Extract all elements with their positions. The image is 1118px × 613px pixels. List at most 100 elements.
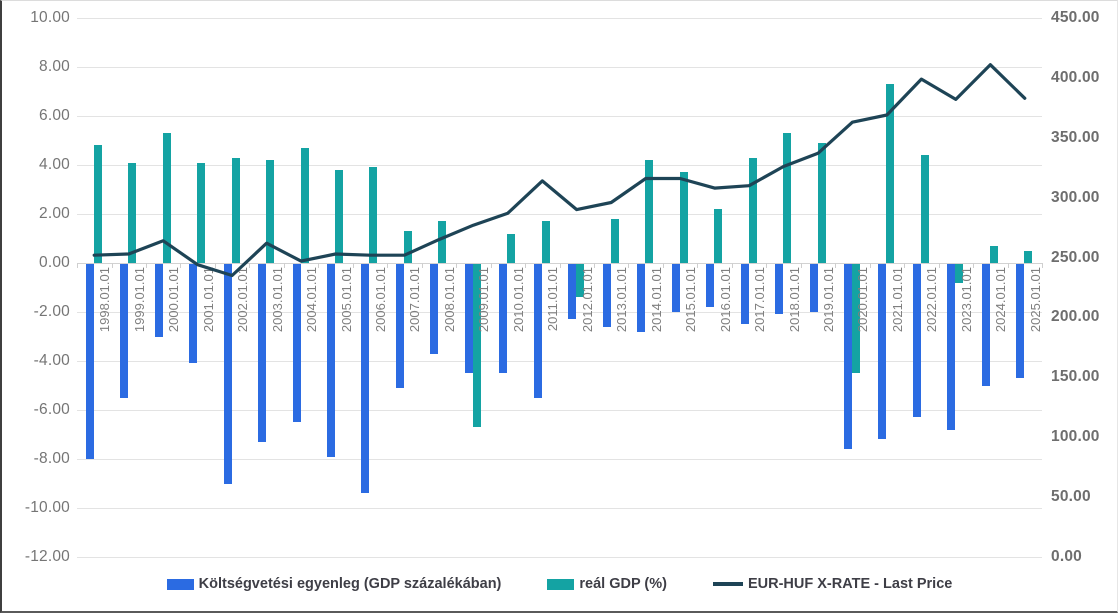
x-axis-label: 2012.01.01 [579, 267, 595, 333]
y-axis-label-left: -8.00 [33, 450, 70, 467]
bar-real-gdp [817, 142, 826, 263]
bar-budget-balance [706, 263, 715, 308]
gridline [77, 410, 1042, 411]
x-axis-tick [77, 263, 78, 268]
bar-real-gdp [507, 233, 516, 263]
x-axis-label: 2004.01.01 [304, 267, 319, 333]
bar-real-gdp [576, 263, 585, 298]
x-axis-label: 2021.01.01 [889, 267, 905, 333]
x-axis-label: 2010.01.01 [510, 267, 526, 333]
legend-item-real-gdp: reál GDP (%) [547, 576, 667, 592]
x-axis-label: 2017.01.01 [752, 267, 768, 333]
bar-real-gdp [266, 160, 275, 263]
x-axis-label: 2002.01.01 [235, 267, 251, 333]
bar-budget-balance [809, 263, 818, 312]
bar-real-gdp [403, 231, 412, 263]
y-axis-label-right: 450.00 [1051, 9, 1100, 26]
bar-budget-balance [189, 263, 198, 364]
x-axis-label: 2025.01.01 [1027, 267, 1043, 333]
bar-budget-balance [1016, 263, 1025, 379]
bar-real-gdp [369, 167, 378, 263]
x-axis-label: 2019.01.01 [821, 267, 836, 333]
x-axis-label: 2022.01.01 [924, 267, 940, 333]
x-axis-label: 2018.01.01 [786, 267, 802, 333]
bar-budget-balance [430, 263, 439, 354]
x-axis-label: 2001.01.01 [200, 267, 216, 333]
y-axis-label-left: -2.00 [33, 303, 70, 320]
bar-budget-balance [120, 263, 129, 398]
gridline [77, 312, 1042, 313]
bar-real-gdp [300, 147, 309, 263]
x-axis-label: 2003.01.01 [269, 267, 285, 333]
x-axis-label: 2011.01.01 [545, 267, 561, 332]
x-axis-label: 2023.01.01 [958, 267, 974, 333]
bar-real-gdp [1024, 250, 1033, 264]
x-axis-label: 2014.01.01 [648, 267, 664, 333]
bar-budget-balance [981, 263, 990, 386]
bar-real-gdp [541, 221, 550, 263]
bar-budget-balance [878, 263, 887, 440]
y-axis-label-left: 8.00 [39, 58, 70, 75]
bar-budget-balance [258, 263, 267, 442]
bar-budget-balance [602, 263, 611, 327]
gridline [77, 67, 1042, 68]
gridline [77, 18, 1042, 19]
y-axis-label-right: 50.00 [1051, 488, 1091, 506]
legend-label-real-gdp: reál GDP (%) [579, 576, 667, 592]
bar-budget-balance [327, 263, 335, 457]
gridline [77, 557, 1042, 558]
bar-budget-balance [843, 263, 852, 450]
bar-real-gdp [335, 169, 343, 263]
bar-real-gdp [851, 263, 860, 374]
x-axis-label: 2020.01.01 [855, 267, 871, 333]
bar-real-gdp [438, 221, 447, 263]
y-axis-label-left: 0.00 [39, 254, 70, 271]
gridline [77, 459, 1042, 460]
y-axis-label-right: 0.00 [1051, 548, 1082, 565]
x-axis-label: 2013.01.01 [614, 267, 630, 333]
bar-budget-balance [395, 263, 404, 388]
bar-real-gdp [783, 133, 791, 263]
x-axis-label: 1998.01.01 [97, 267, 113, 333]
bar-budget-balance [361, 263, 370, 494]
bar-budget-balance [912, 263, 921, 418]
bar-real-gdp [679, 172, 688, 263]
bar-budget-balance [740, 263, 749, 325]
bar-real-gdp [920, 155, 929, 263]
gridline [77, 361, 1042, 362]
y-axis-label-left: 2.00 [39, 205, 70, 222]
x-axis-label: 2006.01.01 [372, 267, 388, 333]
bar-budget-balance [464, 263, 473, 374]
bar-budget-balance [223, 263, 232, 484]
y-axis-label-right: 350.00 [1051, 128, 1100, 146]
y-axis-label-left: -6.00 [33, 401, 70, 418]
bar-budget-balance [533, 263, 542, 398]
bar-budget-balance [154, 263, 163, 337]
legend-label-eurhuf: EUR-HUF X-RATE - Last Price [747, 576, 953, 592]
x-axis-label: 2024.01.01 [993, 267, 1009, 333]
bar-real-gdp [645, 160, 654, 263]
x-axis-label: 2005.01.01 [338, 267, 354, 333]
x-axis-label: 2009.01.01 [476, 267, 492, 333]
bar-budget-balance [947, 263, 956, 430]
gridline [77, 214, 1042, 215]
bar-budget-balance [568, 263, 577, 320]
bar-budget-balance [292, 263, 301, 423]
bar-budget-balance [671, 263, 680, 312]
x-axis-label: 2007.01.01 [407, 267, 423, 333]
y-axis-label-right: 250.00 [1051, 248, 1100, 266]
bar-real-gdp [748, 157, 757, 263]
x-axis-label: 2008.01.01 [441, 267, 457, 333]
gridline [77, 508, 1042, 509]
legend-label-budget-balance: Költségvetési egyenleg (GDP százalékában… [198, 576, 502, 592]
y-axis-label-right: 150.00 [1051, 368, 1100, 386]
bar-real-gdp [610, 218, 619, 263]
bar-real-gdp [989, 245, 998, 263]
y-axis-label-right: 100.00 [1051, 428, 1100, 446]
bar-real-gdp [93, 145, 102, 263]
bar-real-gdp [162, 133, 171, 263]
bar-budget-balance [85, 263, 94, 459]
x-axis-label: 1999.01.01 [131, 267, 147, 333]
y-axis-label-left: 4.00 [39, 156, 70, 173]
